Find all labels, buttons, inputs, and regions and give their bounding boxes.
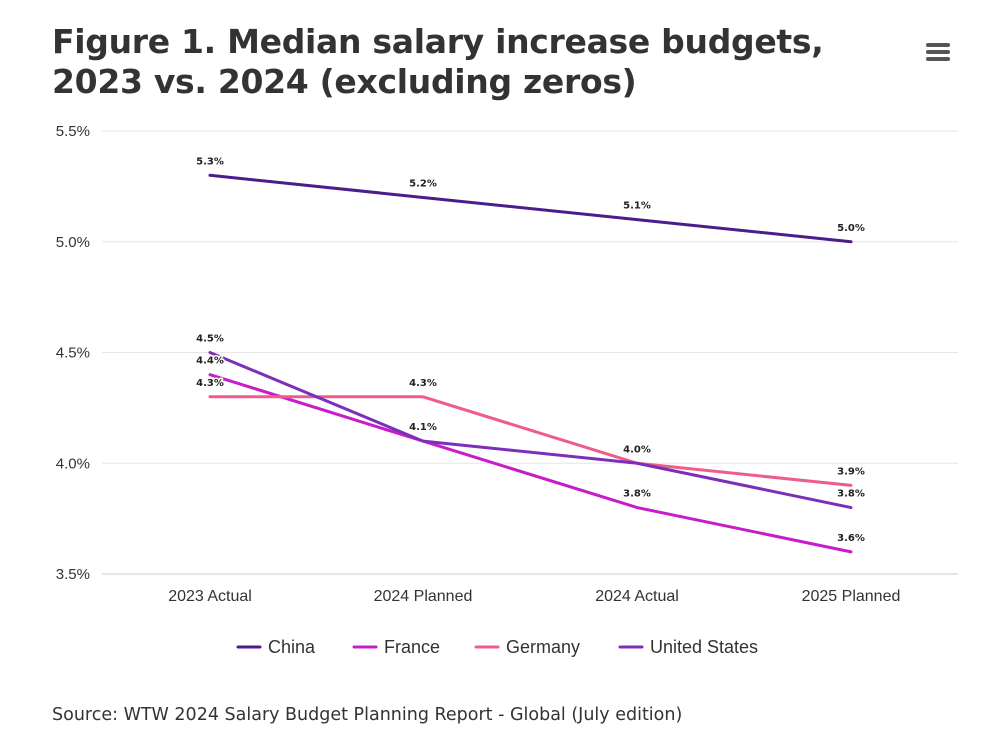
y-tick-label: 4.0%	[56, 455, 90, 472]
data-label: 4.3%	[409, 378, 437, 389]
data-labels: 5.3% 5.2% 5.1% 5.0% 4.4% 3.8% 3.6% 4.3% 4.3% 3.9%…	[195, 155, 867, 546]
data-label: 4.3%	[196, 378, 224, 389]
x-tick-label: 2023 Actual	[168, 588, 252, 605]
hamburger-menu-icon[interactable]	[920, 36, 956, 68]
legend-item-france[interactable]: France	[352, 637, 440, 657]
data-label: 4.1%	[409, 422, 437, 433]
x-tick-label: 2025 Planned	[802, 588, 901, 605]
series-line-china[interactable]	[208, 173, 853, 244]
x-tick-label: 2024 Planned	[374, 588, 473, 605]
menu-bar	[926, 57, 950, 61]
data-label: 5.0%	[837, 223, 865, 234]
line-chart: 3.5% 4.0% 4.5% 5.0% 5.5% 2023 Actual 2024 Pla…	[56, 123, 958, 657]
data-label: 3.9%	[837, 466, 865, 477]
source-note: Source: WTW 2024 Salary Budget Planning …	[52, 705, 683, 725]
series-lines	[208, 173, 853, 554]
data-label: 3.8%	[623, 489, 651, 500]
y-axis: 3.5% 4.0% 4.5% 5.0% 5.5%	[56, 123, 90, 583]
x-tick-label: 2024 Actual	[595, 588, 679, 605]
legend-item-united-states[interactable]: United States	[618, 637, 758, 657]
legend-item-china[interactable]: China	[236, 637, 316, 657]
legend-label: China	[268, 637, 316, 657]
grid-lines	[102, 130, 958, 575]
chart-title: Figure 1. Median salary increase budgets…	[52, 22, 824, 101]
legend-item-germany[interactable]: Germany	[474, 637, 580, 657]
series-line-united-states[interactable]	[208, 351, 853, 510]
data-label: 3.6%	[837, 533, 865, 544]
menu-bar	[926, 50, 950, 54]
data-label: 5.2%	[409, 178, 437, 189]
legend: China France Germany United States	[236, 637, 758, 657]
y-tick-label: 5.5%	[56, 123, 90, 140]
legend-label: France	[384, 637, 440, 657]
series-line-germany[interactable]	[208, 395, 853, 487]
data-label: 4.0%	[623, 444, 651, 455]
data-label: 4.4%	[196, 356, 224, 367]
x-axis: 2023 Actual 2024 Planned 2024 Actual 2025 P…	[168, 588, 900, 605]
y-tick-label: 3.5%	[56, 566, 90, 583]
y-tick-label: 4.5%	[56, 345, 90, 362]
data-label: 5.3%	[196, 156, 224, 167]
data-label: 3.8%	[837, 489, 865, 500]
menu-bar	[926, 43, 950, 47]
y-tick-label: 5.0%	[56, 234, 90, 251]
data-label: 5.1%	[623, 201, 651, 212]
data-label: 4.5%	[196, 334, 224, 345]
legend-label: Germany	[506, 637, 580, 657]
series-line-france[interactable]	[208, 373, 853, 554]
legend-label: United States	[650, 637, 758, 657]
